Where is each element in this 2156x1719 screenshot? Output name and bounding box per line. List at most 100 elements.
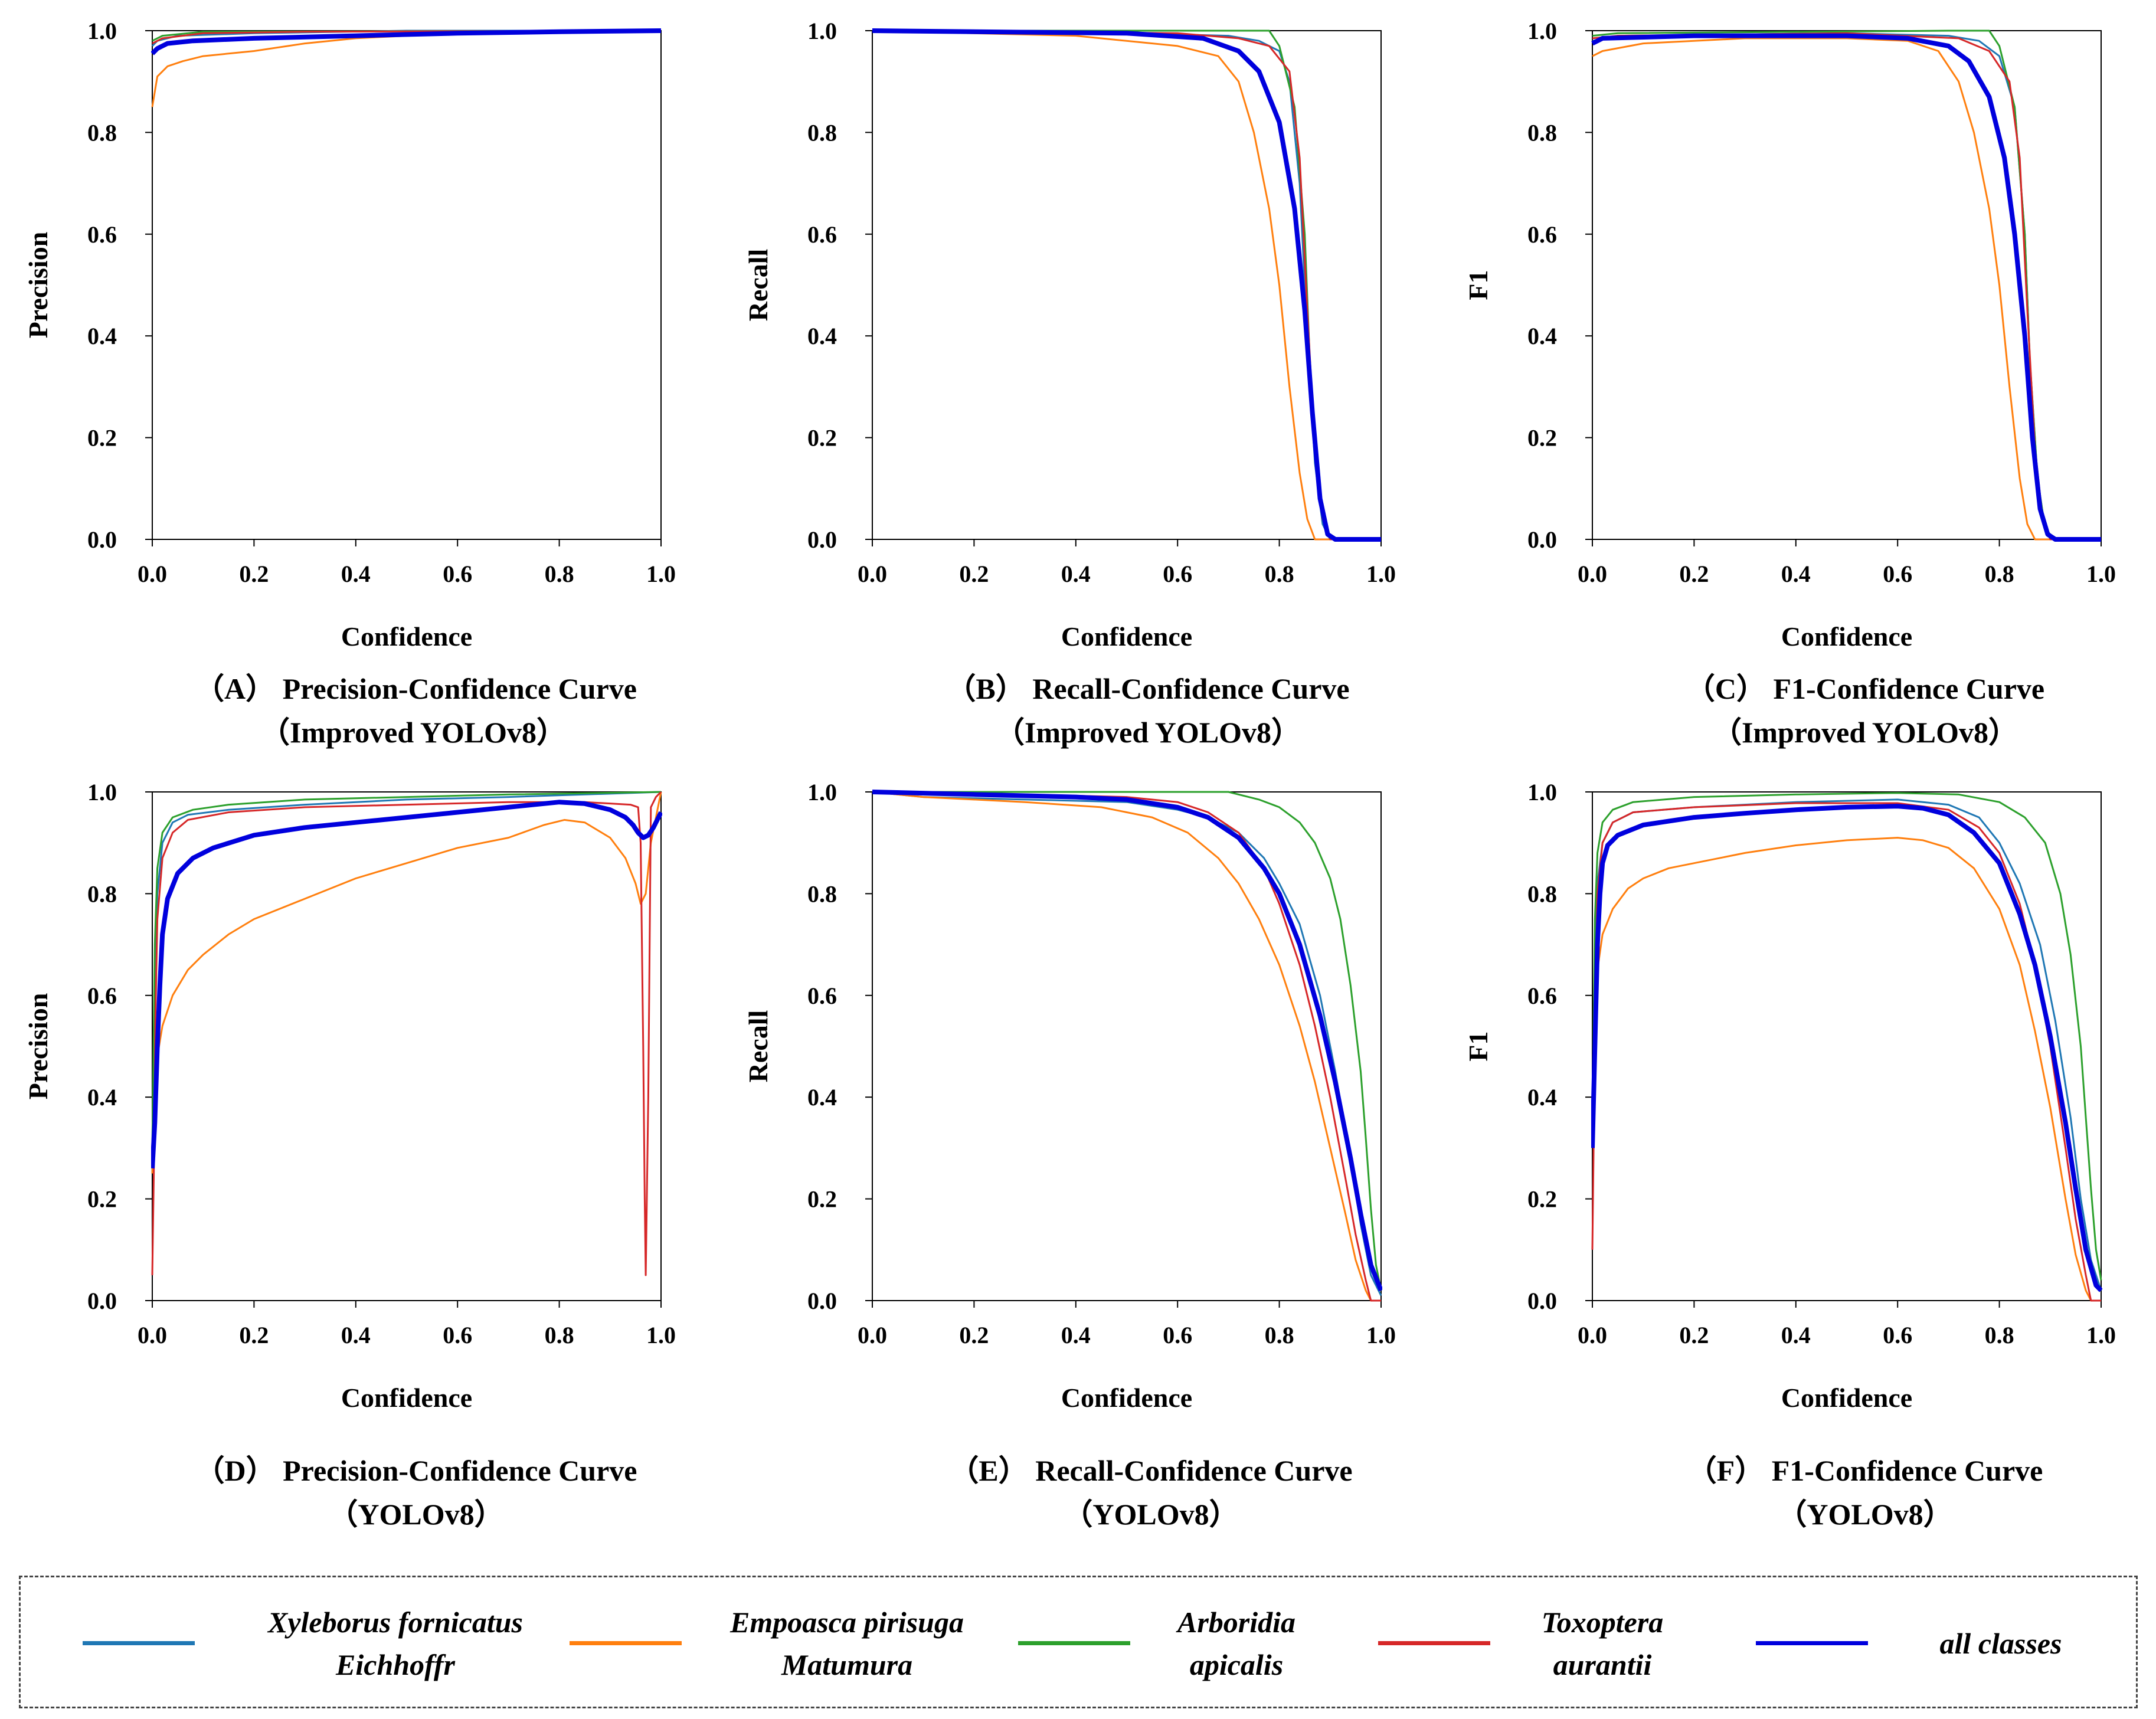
y-tick-label: 0.4 xyxy=(87,1084,117,1111)
x-tick-label: 0.2 xyxy=(959,1322,989,1348)
x-tick-label: 0.0 xyxy=(1578,1322,1607,1348)
y-tick-label: 0.0 xyxy=(807,526,837,553)
y-tick-label: 0.4 xyxy=(1527,323,1557,349)
x-tick-label: 0.2 xyxy=(1679,561,1709,587)
x-tick-label: 0.8 xyxy=(1265,561,1294,587)
series-line-arboridia-d xyxy=(151,791,662,1148)
caption-b-model: （Improved YOLOv8） xyxy=(994,716,1301,749)
y-tick-label: 0.2 xyxy=(87,425,117,451)
y-tick-label: 0.2 xyxy=(807,425,837,451)
series-line-empoasca-e xyxy=(872,791,1381,1302)
x-tick-label: 0.0 xyxy=(858,561,887,587)
y-tick-label: 0.6 xyxy=(1527,983,1557,1009)
legend-swatch-arboridia xyxy=(1018,1641,1130,1645)
x-tick-label: 0.0 xyxy=(138,1322,167,1348)
legend-swatch-xyleborus xyxy=(83,1641,195,1645)
legend-label-all-classes-line1: all classes xyxy=(1939,1627,2062,1660)
y-tick-label: 0.0 xyxy=(87,1288,117,1314)
series-line-all-c xyxy=(1591,33,2101,542)
caption-d: （D） Precision-Confidence Curve （YOLOv8） xyxy=(183,1449,649,1536)
series-line-toxoptera-d xyxy=(151,791,662,1276)
legend-label-arboridia-line2: apicalis xyxy=(1189,1648,1284,1681)
x-tick-label: 1.0 xyxy=(646,1322,676,1348)
x-tick-label: 0.8 xyxy=(1985,1322,2014,1348)
series-line-empoasca-d xyxy=(151,791,662,1174)
caption-e-title: （E） Recall-Confidence Curve xyxy=(949,1454,1353,1487)
legend-label-empoasca-line2: Matumura xyxy=(781,1648,913,1681)
y-tick-label: 1.0 xyxy=(87,779,117,806)
plot-frame-a xyxy=(152,30,662,540)
legend-label-xyleborus-line1: Xyleborus fornicatus xyxy=(267,1606,523,1639)
legend-label-xyleborus: Xyleborus fornicatus Eichhoffr xyxy=(218,1601,572,1686)
series-line-empoasca-f xyxy=(1591,837,2101,1302)
y-tick-label: 0.8 xyxy=(1527,880,1557,907)
y-tick-label: 0.2 xyxy=(1527,425,1557,451)
y-tick-label: 0.4 xyxy=(87,323,117,349)
series-line-empoasca-b xyxy=(872,30,1381,541)
x-axis-title-a: Confidence xyxy=(341,621,472,651)
y-tick-label: 0.4 xyxy=(807,1084,837,1111)
chart-panel-e: 0.0 0.2 0.4 0.6 0.8 1.0 0.0 0.2 0.4 0.6 0.8 1.0 Conf… xyxy=(743,779,1396,1413)
x-tick-label: 0.2 xyxy=(239,561,269,587)
y-tick-label: 0.8 xyxy=(807,119,837,146)
y-tick-label: 0.0 xyxy=(807,1288,837,1314)
x-tick-label: 0.2 xyxy=(959,561,989,587)
caption-d-model: （YOLOv8） xyxy=(328,1498,504,1531)
legend-label-all-classes: all classes xyxy=(1892,1622,2110,1665)
x-tick-label: 0.4 xyxy=(1061,1322,1091,1348)
y-tick-label: 0.4 xyxy=(807,323,837,349)
x-tick-label: 0.6 xyxy=(1883,561,1912,587)
x-tick-label: 0.8 xyxy=(1985,561,2014,587)
x-tick-label: 1.0 xyxy=(1366,561,1396,587)
y-tick-label: 0.0 xyxy=(87,526,117,553)
series-line-arboridia-f xyxy=(1591,792,2102,1281)
plot-frame-c xyxy=(1592,30,2102,540)
x-axis-title-d: Confidence xyxy=(341,1383,472,1413)
y-tick-label: 0.8 xyxy=(87,119,117,146)
y-tick-label: 0.2 xyxy=(1527,1186,1557,1213)
x-tick-label: 0.4 xyxy=(1781,561,1811,587)
chart-panel-a: 0.0 0.2 0.4 0.6 0.8 1.0 0.0 0.2 0.4 0.6 0.8 1.0 Conf… xyxy=(23,18,676,651)
legend-label-arboridia: Arboridia apicalis xyxy=(1142,1601,1331,1686)
y-tick-label: 0.6 xyxy=(807,221,837,248)
series-line-all-b xyxy=(872,28,1381,542)
legend-label-arboridia-line1: Arboridia xyxy=(1177,1606,1296,1639)
caption-f-title: （F） F1-Confidence Curve xyxy=(1687,1454,2043,1487)
x-tick-label: 1.0 xyxy=(2086,1322,2116,1348)
x-tick-label: 0.6 xyxy=(1163,561,1192,587)
x-tick-label: 0.4 xyxy=(341,1322,371,1348)
series-line-xyleborus-b xyxy=(872,30,1381,541)
y-tick-label: 0.8 xyxy=(807,880,837,907)
legend-label-toxoptera: Toxoptera aurantii xyxy=(1502,1601,1703,1686)
y-tick-label: 0.6 xyxy=(807,983,837,1009)
x-tick-label: 1.0 xyxy=(646,561,676,587)
caption-a-model: （Improved YOLOv8） xyxy=(260,716,567,749)
caption-e-model: （YOLOv8） xyxy=(1063,1498,1239,1531)
chart-panel-d: 0.0 0.2 0.4 0.6 0.8 1.0 0.0 0.2 0.4 0.6 0.8 1.0 Conf… xyxy=(23,779,676,1413)
legend-label-empoasca: Empoasca pirisuga Matumura xyxy=(699,1601,994,1686)
x-axis-title-e: Confidence xyxy=(1061,1383,1192,1413)
y-tick-label: 0.0 xyxy=(1527,1288,1557,1314)
series-line-all-e xyxy=(872,790,1382,1292)
y-axis-title-e: Recall xyxy=(743,1010,773,1083)
x-tick-label: 0.8 xyxy=(545,1322,574,1348)
legend-swatch-empoasca xyxy=(570,1641,682,1645)
y-axis-title-b: Recall xyxy=(743,249,773,322)
caption-a-title: （A） Precision-Confidence Curve xyxy=(195,672,637,705)
legend-swatch-all-classes xyxy=(1756,1641,1868,1645)
chart-panel-b: 0.0 0.2 0.4 0.6 0.8 1.0 0.0 0.2 0.4 0.6 0.8 1.0 Conf… xyxy=(743,18,1396,651)
x-tick-label: 0.6 xyxy=(443,561,472,587)
y-tick-label: 0.6 xyxy=(87,983,117,1009)
y-tick-label: 0.6 xyxy=(1527,221,1557,248)
x-tick-label: 0.4 xyxy=(341,561,371,587)
y-tick-label: 0.2 xyxy=(807,1186,837,1213)
x-axis-title-f: Confidence xyxy=(1781,1383,1912,1413)
caption-f-model: （YOLOv8） xyxy=(1777,1498,1953,1531)
x-tick-label: 0.0 xyxy=(138,561,167,587)
series-line-xyleborus-d xyxy=(151,791,662,1174)
x-tick-label: 0.4 xyxy=(1781,1322,1811,1348)
series-line-empoasca-a xyxy=(151,30,661,107)
x-tick-label: 0.2 xyxy=(239,1322,269,1348)
x-tick-label: 0.6 xyxy=(443,1322,472,1348)
legend: Xyleborus fornicatus Eichhoffr Empoasca … xyxy=(19,1576,2138,1708)
